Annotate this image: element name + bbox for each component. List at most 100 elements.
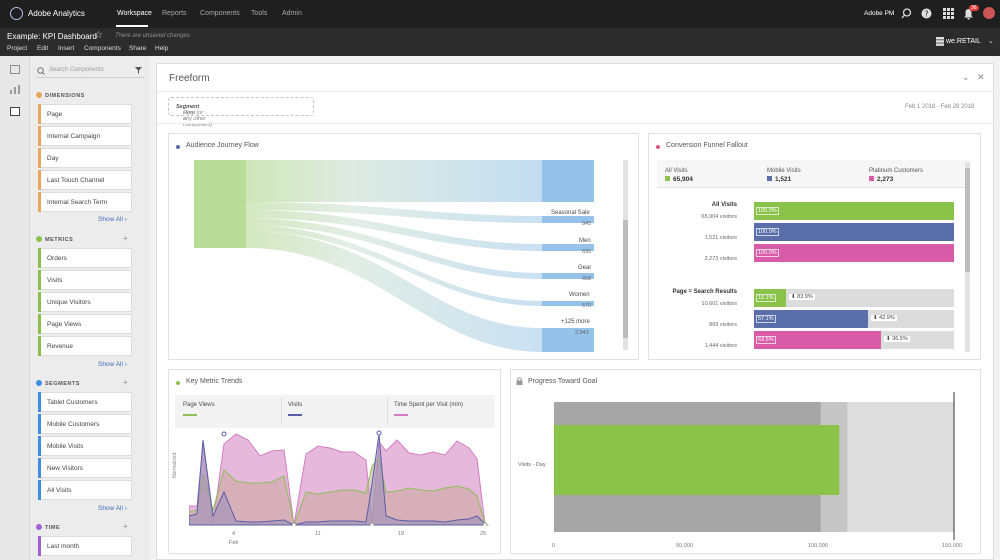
components-icon[interactable] <box>10 107 20 116</box>
search-icon <box>37 67 45 75</box>
metrics-header: METRICS <box>36 236 73 243</box>
legend-page-views[interactable]: Page Views <box>183 402 215 408</box>
funnel-bar[interactable]: 100.0% <box>754 223 954 241</box>
data-point[interactable] <box>369 522 375 526</box>
visualizations-icon[interactable] <box>10 85 20 94</box>
nav-workspace[interactable]: Workspace <box>117 10 152 17</box>
metrics-show-all[interactable]: Show All › <box>98 361 127 368</box>
flow-node-value: 845 <box>582 221 592 227</box>
flow-node-men[interactable] <box>542 244 594 251</box>
flow-node-value: 695 <box>582 249 592 255</box>
funnel-dropoff-bar[interactable] <box>754 289 954 307</box>
menu-components[interactable]: Components <box>84 45 121 52</box>
component-revenue[interactable]: Revenue <box>38 336 132 356</box>
segments-show-all[interactable]: Show All › <box>98 505 127 512</box>
funnel-header <box>657 160 969 188</box>
notification-bell-icon[interactable] <box>963 8 974 20</box>
funnel-title: Conversion Funnel Fallout <box>666 142 748 149</box>
dimensions-show-all[interactable]: Show All › <box>98 216 127 223</box>
dimensions-icon <box>36 92 42 98</box>
funnel-bar[interactable]: 100.0% <box>754 244 954 262</box>
flow-node-women[interactable] <box>542 301 594 306</box>
funnel-bar[interactable]: 16.1% <box>754 289 786 307</box>
component-internal-search-term[interactable]: Internal Search Term <box>38 192 132 212</box>
component-new-visitors[interactable]: New Visitors <box>38 458 132 478</box>
scroll-thumb[interactable] <box>623 220 628 338</box>
chevron-down-icon[interactable]: ⌄ <box>988 38 994 45</box>
component-last-touch-channel[interactable]: Last Touch Channel <box>38 170 132 190</box>
add-metric-icon[interactable]: + <box>123 234 128 243</box>
funnel-dropoff-value: 36.5% <box>892 336 908 342</box>
menu-project[interactable]: Project <box>7 45 28 52</box>
funnel-row-visitors: 869 visitors <box>709 322 737 328</box>
close-icon[interactable]: ✕ <box>977 72 985 82</box>
report-suite-icon <box>936 37 944 46</box>
component-orders[interactable]: Orders <box>38 248 132 268</box>
flow-node[interactable] <box>542 160 594 202</box>
component-tablet-customers[interactable]: Tablet Customers <box>38 392 132 412</box>
flow-node-seasonal-sale[interactable] <box>542 216 594 223</box>
menu-insert[interactable]: Insert <box>58 45 75 52</box>
page-views-series[interactable] <box>189 456 486 526</box>
report-suite-selector[interactable]: we.RETAIL <box>946 38 981 45</box>
trends-chart[interactable] <box>189 426 489 526</box>
component-mobile-visits[interactable]: Mobile Visits <box>38 436 132 456</box>
filter-icon[interactable] <box>135 67 142 74</box>
add-time-icon[interactable]: + <box>123 522 128 531</box>
visits-series[interactable] <box>189 433 486 526</box>
audience-journey-flow-panel: Audience Journey Flow Seasonal Sale 845 … <box>168 133 639 360</box>
flow-entry-node[interactable] <box>194 160 246 248</box>
apps-grid-icon[interactable] <box>943 8 954 19</box>
trends-title: Key Metric Trends <box>186 378 243 385</box>
date-range[interactable]: Feb 1 2018 - Feb 28 2018 <box>905 104 975 110</box>
funnel-column-name: Mobile Visits <box>767 168 801 174</box>
avatar[interactable] <box>983 7 995 19</box>
project-title[interactable]: Example: KPI Dashboard <box>7 32 97 41</box>
nav-reports[interactable]: Reports <box>162 10 187 17</box>
component-page-views[interactable]: Page Views <box>38 314 132 334</box>
user-org-name[interactable]: Adobe PM <box>864 10 895 17</box>
search-components-input[interactable]: Search Components <box>36 64 144 78</box>
component-last-month[interactable]: Last month <box>38 536 132 556</box>
segment-drop-zone[interactable]: Drop a Segment Here (or any other compon… <box>168 97 314 128</box>
nav-tools[interactable]: Tools <box>251 10 268 17</box>
data-point[interactable] <box>376 430 382 436</box>
panels-icon[interactable] <box>10 65 20 74</box>
flow-link <box>246 225 542 306</box>
menu-help[interactable]: Help <box>155 45 169 52</box>
component-internal-campaign[interactable]: Internal Campaign <box>38 126 132 146</box>
legend-time-spent[interactable]: Time Spent per Visit (min) <box>394 402 464 408</box>
flow-node-gear[interactable] <box>542 273 594 279</box>
add-segment-icon[interactable]: + <box>123 378 128 387</box>
data-point[interactable] <box>482 522 488 526</box>
favorite-star-icon[interactable]: ☆ <box>94 30 103 41</box>
menu-edit[interactable]: Edit <box>37 45 49 52</box>
collapse-chevron-icon[interactable]: ⌄ <box>962 72 970 82</box>
component-page[interactable]: Page <box>38 104 132 124</box>
funnel-bar[interactable]: 63.5% <box>754 331 881 349</box>
menu-share[interactable]: Share <box>129 45 147 52</box>
component-day[interactable]: Day <box>38 148 132 168</box>
data-point[interactable] <box>291 522 297 526</box>
nav-components[interactable]: Components <box>200 10 240 17</box>
scroll-thumb[interactable] <box>965 168 970 272</box>
funnel-bar[interactable]: 100.0% <box>754 202 954 220</box>
flow-node-more[interactable] <box>542 328 594 352</box>
search-icon[interactable] <box>901 8 912 19</box>
funnel-bar[interactable]: 57.1% <box>754 310 868 328</box>
funnel-column-value: 1,521 <box>767 176 791 183</box>
bullet-chart[interactable] <box>554 392 959 542</box>
funnel-scrollbar[interactable] <box>965 162 970 352</box>
flow-scrollbar[interactable] <box>623 160 628 350</box>
component-mobile-customers[interactable]: Mobile Customers <box>38 414 132 434</box>
help-icon[interactable]: ? <box>921 8 932 19</box>
data-point[interactable] <box>221 431 227 437</box>
component-unique-visitors[interactable]: Unique Visitors <box>38 292 132 312</box>
nav-admin[interactable]: Admin <box>282 10 302 17</box>
legend-visits[interactable]: Visits <box>288 402 303 408</box>
components-panel: Search Components DIMENSIONS Page Intern… <box>30 56 175 560</box>
goal-bar[interactable] <box>554 425 840 495</box>
component-visits[interactable]: Visits <box>38 270 132 290</box>
svg-text:?: ? <box>924 10 928 19</box>
component-all-visits[interactable]: All Visits <box>38 480 132 500</box>
